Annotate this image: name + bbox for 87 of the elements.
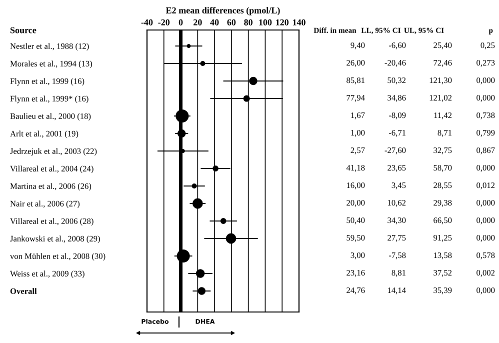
y-tick-label: Villareal et al., 2004 (24) — [10, 166, 94, 174]
data-label: 77,94 — [346, 94, 365, 102]
x-tick-label: 40 — [210, 19, 219, 26]
y-tick-label: Weiss et al., 2009 (33) — [10, 270, 84, 278]
data-label: 1,00 — [351, 130, 365, 137]
x-tick-label: 80 — [244, 19, 253, 26]
x-tick-label: 20 — [194, 19, 202, 26]
text: 0,25 — [480, 42, 495, 50]
text: 0,000 — [476, 234, 495, 242]
text: 50,32 — [388, 77, 406, 84]
text: 121,02 — [430, 94, 452, 102]
text: 35,39 — [434, 287, 452, 294]
text: 13,58 — [434, 252, 452, 260]
text: 0,273 — [476, 60, 495, 67]
data-label: 9,40 — [350, 42, 365, 50]
text: 0,738 — [476, 112, 495, 120]
text: 10,62 — [388, 200, 406, 207]
text: 0,000 — [476, 77, 495, 84]
text: 34,30 — [388, 217, 406, 224]
x-tick-label: -20 — [158, 19, 170, 26]
y-tick-label: Nestler et al., 1988 (12) — [10, 43, 89, 51]
text: 91,25 — [434, 234, 452, 242]
data-label: 50,40 — [346, 217, 365, 224]
y-tick-label: Overall — [10, 288, 37, 294]
text: 0,002 — [476, 270, 495, 277]
chart-title: E2 mean differences (pmol/L) — [166, 6, 280, 16]
data-label: 85,81 — [346, 77, 364, 84]
y-tick-label: Villareal et al., 2006 (28) — [10, 218, 94, 226]
data-label: 2,57 — [350, 147, 365, 154]
data-label: 41,18 — [346, 164, 365, 172]
text: 0,012 — [476, 182, 495, 190]
text: -6,71 — [388, 130, 406, 137]
text: 37,52 — [434, 270, 452, 277]
y-tick-label: Jankowski et al., 2008 (29) — [10, 236, 100, 244]
data-label: 59,50 — [346, 234, 365, 242]
text: 14,14 — [388, 288, 406, 294]
y-tick-label: Martina et al., 2006 (26) — [10, 183, 92, 191]
text: -6,60 — [388, 42, 406, 50]
y-tick-label: Baulieu et al., 2000 (18) — [10, 113, 91, 121]
x-tick-label: 100 — [259, 19, 272, 26]
text: -20,46 — [384, 60, 406, 67]
text: 0,000 — [476, 164, 495, 172]
text: 72,46 — [434, 60, 452, 67]
text: 0,578 — [476, 252, 495, 260]
text: -27,60 — [384, 147, 406, 154]
text: 29,38 — [434, 200, 452, 207]
data-label: 20,00 — [346, 200, 365, 207]
text: 34,86 — [388, 94, 406, 102]
y-tick-label: Nair et al., 2006 (27) — [10, 200, 80, 208]
x-tick-label: 60 — [227, 19, 236, 26]
data-label: 23,16 — [346, 270, 365, 277]
data-label: 26,00 — [346, 60, 365, 67]
x-tick-label: 140 — [292, 19, 306, 26]
text: 23,65 — [388, 164, 406, 172]
y-tick-label: Jedrzejuk et al., 2003 (22) — [10, 148, 97, 156]
x-tick-label: 120 — [276, 19, 289, 26]
text: 28,55 — [434, 182, 452, 190]
text: 27,75 — [388, 234, 406, 242]
text: -7,58 — [388, 252, 406, 260]
text: 0,867 — [476, 147, 495, 154]
text: 25,40 — [434, 42, 452, 50]
y-tick-label: Flynn et al., 1999* (16) — [10, 96, 88, 104]
text: 0,000 — [476, 94, 495, 102]
y-tick-label: Arlt et al., 2001 (19) — [10, 130, 78, 138]
text: 8,71 — [438, 130, 452, 137]
data-label: 24,76 — [346, 287, 365, 294]
text: Source — [10, 27, 36, 34]
data-label: 1,67 — [351, 112, 365, 120]
text: 66,50 — [434, 217, 452, 224]
y-tick-label: Morales et al., 1994 (13) — [10, 60, 92, 68]
text: 58,70 — [434, 164, 452, 172]
x-tick-label: -40 — [141, 19, 153, 26]
x-tick-label: 0 — [178, 19, 183, 26]
data-label: 3,00 — [350, 252, 365, 260]
text: 8,81 — [392, 270, 406, 277]
y-tick-label: Flynn et al., 1999 (16) — [10, 78, 84, 86]
data-label: 16,00 — [346, 182, 365, 190]
text: 11,42 — [434, 112, 452, 120]
text: 32,75 — [434, 147, 452, 154]
text: 121,30 — [430, 77, 452, 84]
y-tick-label: von Mühlen et al., 2008 (30) — [10, 253, 106, 261]
text: -8,09 — [388, 112, 406, 120]
text: 0,000 — [476, 217, 495, 224]
text: 3,45 — [392, 182, 406, 190]
text: 0,000 — [476, 287, 495, 294]
text: 0,000 — [476, 200, 495, 207]
text: 0,799 — [476, 130, 495, 137]
